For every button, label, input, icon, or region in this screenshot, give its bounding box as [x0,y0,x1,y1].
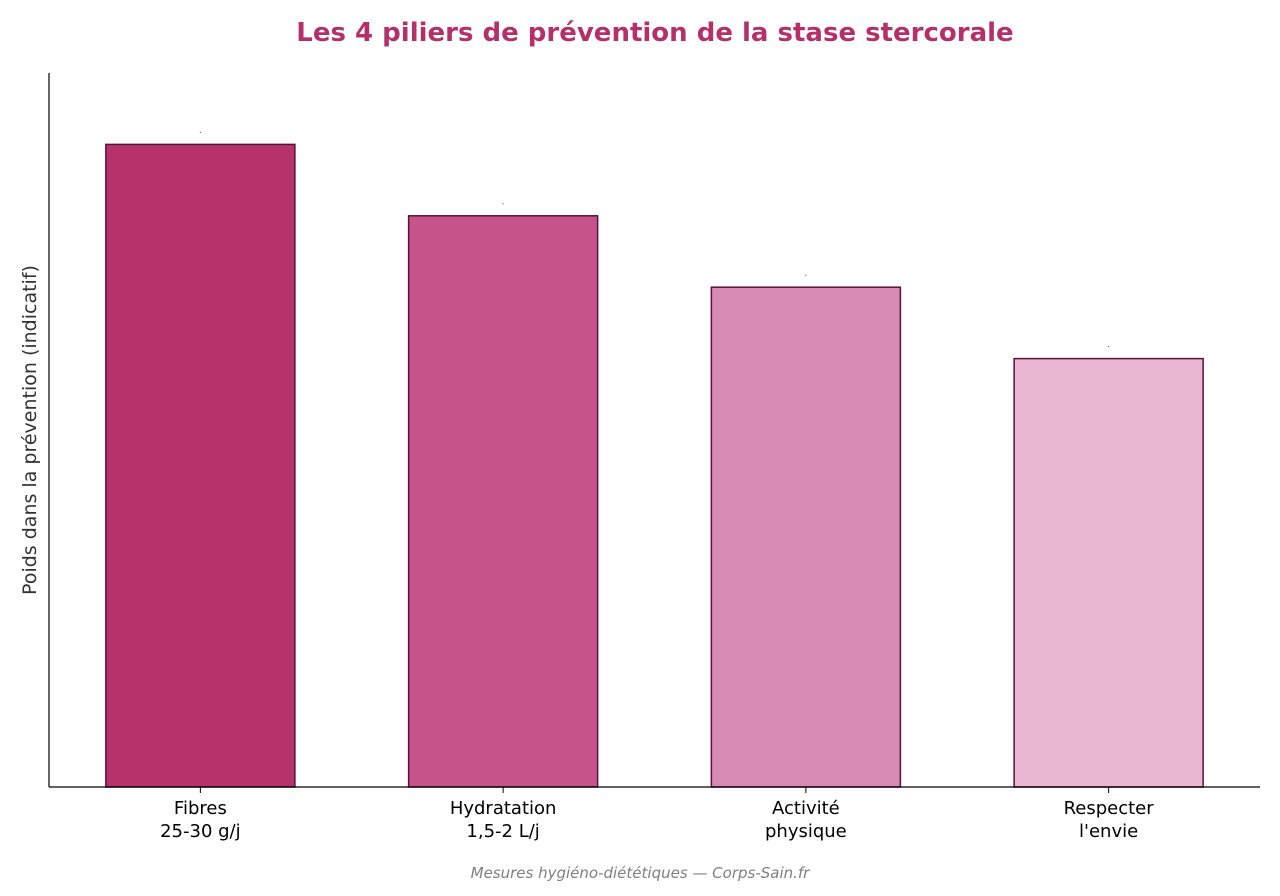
x-ticks-group: Fibres 25-30 g/j Hydratation 1,5-2 L/j Activ… [160,787,1154,842]
bar-marker-2 [805,274,807,276]
bar-1 [407,215,599,788]
bar-3 [1013,357,1204,788]
source-footer: Mesures hygiéno-diététiques — Corps-Sain… [471,864,811,882]
x-tick-label-0: Fibres 25-30 g/j [160,798,241,842]
chart-title: Les 4 piliers de prévention de la stase … [296,18,1013,48]
value-markers-group [199,131,1110,348]
bar-marker-1 [502,203,504,205]
bar-marker-0 [199,131,201,133]
y-axis-label: Poids dans la prévention (indicatif) [19,265,41,595]
bar-2 [710,286,902,788]
bar-0 [105,143,296,788]
x-tick-label-3: Respecter l'envie [1064,798,1155,842]
x-tick-label-2: Activité physique [765,798,847,842]
bars-group [105,143,1204,788]
x-tick-label-1: Hydratation 1,5-2 L/j [450,798,557,842]
bar-marker-3 [1108,346,1110,348]
